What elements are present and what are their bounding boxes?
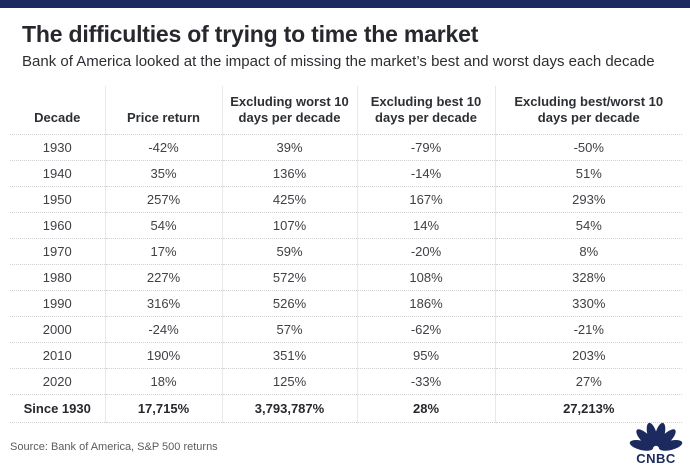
cell-price-return: 35% (104, 160, 222, 187)
cell-total-label: Since 1930 (10, 394, 105, 423)
cell-excl-best: -62% (356, 316, 495, 343)
cell-price-return: 257% (104, 186, 222, 213)
cell-excl-worst: 59% (221, 238, 357, 265)
cell-price-return: 17% (104, 238, 222, 265)
cell-excl-worst: 425% (221, 186, 357, 213)
cell-price-return: 227% (104, 264, 222, 291)
cell-price-return: -24% (104, 316, 222, 343)
table-row: 2000 -24% 57% -62% -21% (10, 316, 682, 343)
cell-excl-both: 27% (494, 368, 682, 395)
column-header-price-return: Price return (104, 86, 222, 135)
table-row: 1970 17% 59% -20% 8% (10, 238, 682, 265)
cell-excl-both: -50% (494, 134, 682, 161)
cell-excl-worst: 136% (221, 160, 357, 187)
cell-excl-both: 330% (494, 290, 682, 317)
cell-total-excl-both: 27,213% (494, 394, 682, 423)
cell-excl-best: 95% (356, 342, 495, 369)
cell-price-return: 18% (104, 368, 222, 395)
table-row: 1950 257% 425% 167% 293% (10, 186, 682, 213)
cell-excl-best: 14% (356, 212, 495, 239)
cell-decade: 2010 (10, 342, 105, 369)
cell-price-return: 54% (104, 212, 222, 239)
cnbc-logo: CNBC (628, 421, 684, 467)
cell-excl-best: -14% (356, 160, 495, 187)
cell-decade: 1950 (10, 186, 105, 213)
cell-decade: 1940 (10, 160, 105, 187)
cnbc-wordmark: CNBC (636, 451, 676, 465)
cell-price-return: 190% (104, 342, 222, 369)
cell-excl-both: 54% (494, 212, 682, 239)
cell-excl-best: -33% (356, 368, 495, 395)
cell-total-excl-worst: 3,793,787% (221, 394, 357, 423)
cell-excl-both: 51% (494, 160, 682, 187)
cell-total-excl-best: 28% (356, 394, 495, 423)
cell-excl-worst: 107% (221, 212, 357, 239)
column-header-excluding-best: Excluding best 10 days per decade (356, 86, 495, 135)
cell-excl-worst: 572% (221, 264, 357, 291)
cell-decade: 1970 (10, 238, 105, 265)
cell-decade: 1980 (10, 264, 105, 291)
cell-excl-worst: 39% (221, 134, 357, 161)
cell-excl-worst: 351% (221, 342, 357, 369)
cell-decade: 1960 (10, 212, 105, 239)
cell-excl-best: 186% (356, 290, 495, 317)
cell-excl-worst: 526% (221, 290, 357, 317)
page-footer: Source: Bank of America, S&P 500 returns… (0, 420, 690, 470)
column-header-excluding-best-worst: Excluding best/worst 10 days per decade (494, 86, 682, 135)
page-title: The difficulties of trying to time the m… (22, 21, 479, 47)
cell-price-return: -42% (104, 134, 222, 161)
cell-excl-both: 293% (494, 186, 682, 213)
cell-excl-worst: 57% (221, 316, 357, 343)
cell-excl-best: -79% (356, 134, 495, 161)
cell-excl-both: 328% (494, 264, 682, 291)
cell-decade: 1990 (10, 290, 105, 317)
table-header-row: Decade Price return Excluding worst 10 d… (10, 86, 682, 135)
cell-decade: 2020 (10, 368, 105, 395)
cell-decade: 1930 (10, 134, 105, 161)
table-row: 1990 316% 526% 186% 330% (10, 290, 682, 317)
cell-excl-worst: 125% (221, 368, 357, 395)
table-row: 1980 227% 572% 108% 328% (10, 264, 682, 291)
market-returns-table: Decade Price return Excluding worst 10 d… (10, 86, 682, 423)
cell-price-return: 316% (104, 290, 222, 317)
cell-total-price-return: 17,715% (104, 394, 222, 423)
source-note: Source: Bank of America, S&P 500 returns (10, 441, 218, 453)
table-total-row: Since 1930 17,715% 3,793,787% 28% 27,213… (10, 394, 682, 423)
cell-excl-both: 8% (494, 238, 682, 265)
table-row: 1960 54% 107% 14% 54% (10, 212, 682, 239)
cell-excl-best: -20% (356, 238, 495, 265)
cell-excl-both: 203% (494, 342, 682, 369)
page-subtitle: Bank of America looked at the impact of … (22, 53, 655, 70)
table-row: 2020 18% 125% -33% 27% (10, 368, 682, 395)
column-header-excluding-worst: Excluding worst 10 days per decade (221, 86, 357, 135)
peacock-icon: CNBC (629, 422, 683, 467)
cell-excl-best: 108% (356, 264, 495, 291)
table-row: 1940 35% 136% -14% 51% (10, 160, 682, 187)
column-header-decade: Decade (10, 86, 105, 135)
cell-excl-both: -21% (494, 316, 682, 343)
table-row: 2010 190% 351% 95% 203% (10, 342, 682, 369)
top-accent-bar (0, 0, 690, 8)
table-row: 1930 -42% 39% -79% -50% (10, 134, 682, 161)
page-header: The difficulties of trying to time the m… (0, 8, 690, 70)
cell-decade: 2000 (10, 316, 105, 343)
cell-excl-best: 167% (356, 186, 495, 213)
